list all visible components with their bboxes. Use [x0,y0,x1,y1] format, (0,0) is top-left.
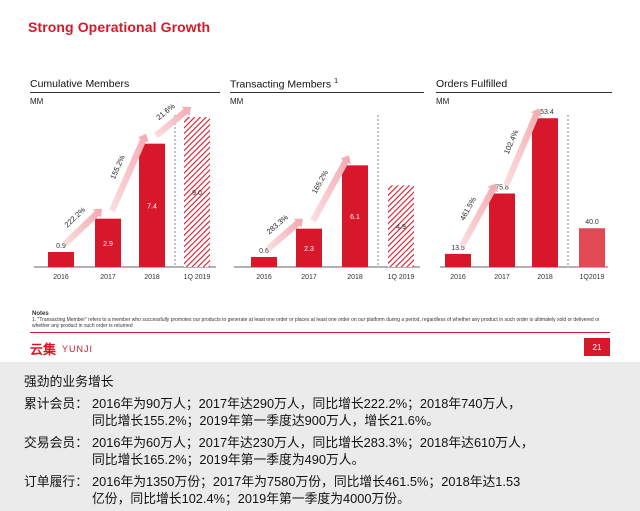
growth-arrow [459,183,498,248]
value-label: 40.0 [585,219,599,226]
panel-title-transacting: Transacting Members 1 [230,78,338,91]
caption-item-text: 2016年为1350万份；2017年为7580万份，同比增长461.5%；201… [92,474,521,489]
value-label: 75.8 [495,184,509,191]
value-label: 13.5 [451,245,465,252]
value-label: 0.9 [56,243,66,250]
value-label: 9.0 [192,190,202,197]
category-label: 1Q 2019 [184,274,211,281]
notes-heading: Notes [32,311,49,317]
panel-title-cumulative: Cumulative Members [30,78,130,90]
bar [139,143,165,267]
bar [184,117,210,267]
category-label: 2016 [450,274,466,281]
category-label: 2018 [144,274,160,281]
category-label: 2018 [537,274,553,281]
bar [342,165,368,267]
caption-item-label: 订单履行： [24,474,88,489]
logo-en: YUNJI [62,343,94,354]
notes-text: 1. "Transacting Member" refers to a memb… [32,317,600,329]
value-label: 6.1 [350,214,360,221]
growth-arrow [154,106,191,139]
growth-arrow [109,133,149,212]
value-label: 0.6 [259,248,269,255]
panel-rule [230,92,424,93]
unit-label: MM [230,97,244,106]
caption-panel: 强劲的业务增长 累计会员： 2016年为90万人；2017年达290万人，同比增… [0,362,640,511]
panel-rule [436,92,612,93]
growth-arrow [310,155,351,223]
growth-arrow [62,208,102,247]
panel-title-orders: Orders Fulfilled [436,78,508,90]
notes: Notes 1. "Transacting Member" refers to … [32,311,612,329]
value-label: 2.9 [103,241,113,248]
bar [95,218,121,267]
bar [388,185,414,267]
caption-item-text: 同比增长165.2%；2019年第一季度为490万人。 [92,452,365,467]
value-label: 4.9 [396,224,406,231]
bar [489,193,515,267]
category-label: 2017 [100,274,116,281]
bar [579,228,605,267]
bar [532,118,558,268]
caption-item-label: 累计会员： [24,396,88,411]
category-label: 2018 [347,274,363,281]
category-label: 2017 [301,274,317,281]
bar [445,253,471,267]
value-label: 7.4 [147,203,157,210]
slide: Strong Operational Growth Cumulative Mem… [28,19,612,358]
bar [296,228,322,267]
caption-item-text: 同比增长155.2%；2019年第一季度达900万人，增长21.6%。 [92,413,440,428]
caption-item-text: 2016年为60万人；2017年达230万人，同比增长283.3%；2018年达… [92,435,534,450]
bar [48,252,74,267]
bar [251,257,277,267]
logo-cn: 云集 [30,342,57,357]
footer-rule [30,332,610,333]
unit-label: MM [30,97,44,106]
caption-item-text: 2016年为90万人；2017年达290万人，同比增长222.2%；2018年7… [92,396,521,411]
category-label: 1Q2019 [580,274,605,281]
yunji-logo: 云集 YUNJI [30,339,93,358]
page-number: 21 [584,338,610,356]
value-label: 153.4 [536,109,554,116]
caption-item-label: 交易会员： [24,435,88,450]
value-label: 2.3 [304,246,314,253]
growth-arrow [503,108,542,187]
category-label: 1Q 2019 [388,274,415,281]
panel-rule [30,92,220,93]
growth-arrow [265,218,303,252]
category-label: 2017 [494,274,510,281]
caption-heading: 强劲的业务增长 [24,374,114,389]
category-label: 2016 [53,274,69,281]
slide-title: Strong Operational Growth [28,19,211,35]
unit-label: MM [436,97,450,106]
category-label: 2016 [256,274,272,281]
caption-item-text: 亿份，同比增长102.4%；2019年第一季度为4000万份。 [92,491,410,506]
